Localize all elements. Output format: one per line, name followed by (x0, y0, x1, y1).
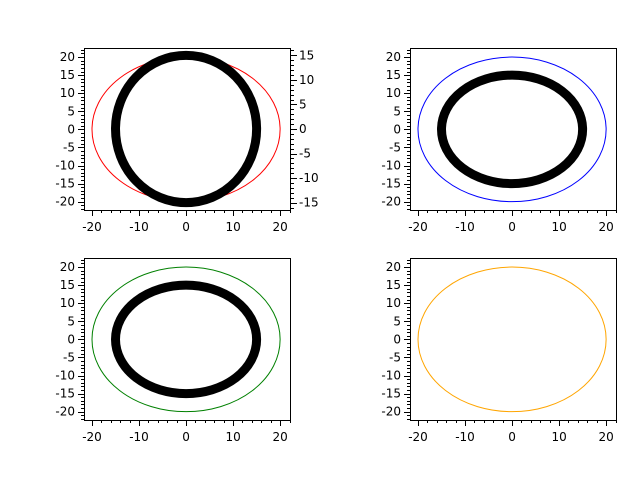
y-tick-label: 20 (60, 50, 75, 64)
y-tick-label: -15 (55, 177, 75, 191)
y-tick-label: 5 (393, 314, 401, 328)
x-tick-label: -10 (129, 220, 149, 234)
y-tick-label: 0 (67, 122, 75, 136)
series-circle-2 (111, 280, 262, 399)
y-tick-label: -5 (63, 350, 75, 364)
series-circle-1 (91, 56, 281, 203)
y-tick-label: 10 (60, 296, 75, 310)
y-tick-label: 15 (60, 278, 75, 292)
y2-tick-label: 5 (299, 97, 307, 111)
series-circle-1 (91, 266, 281, 413)
series-circle-2 (437, 70, 588, 189)
y-tick-label: 0 (393, 122, 401, 136)
y-tick-label: 0 (67, 332, 75, 346)
y2-tick-label: 0 (299, 122, 307, 136)
x-tick-label: 10 (551, 430, 566, 444)
y-tick-label: -15 (381, 177, 401, 191)
y-tick-label: -10 (381, 159, 401, 173)
x-tick-label: 0 (182, 220, 190, 234)
y2-tick-label: 10 (299, 73, 314, 87)
y-tick-label: -15 (381, 387, 401, 401)
y-tick-label: 10 (386, 86, 401, 100)
axes-box (410, 48, 617, 211)
x-tick-label: 0 (508, 430, 516, 444)
y2-tick-label: -15 (299, 196, 319, 210)
series-circle-1 (417, 266, 607, 413)
subplot-1: -20 -10 0 10 20 -20 -15 -10 -5 0 5 10 15 20 -15 -10 -5 0 5… (55, 48, 319, 234)
x-tick-label: 10 (225, 220, 240, 234)
x-tick-label: -10 (455, 430, 475, 444)
y-tick-label: -10 (381, 369, 401, 383)
y-tick-label: -10 (55, 159, 75, 173)
series-circle-2 (111, 50, 262, 208)
y-tick-label: -20 (381, 405, 401, 419)
x-tick-label: -10 (129, 430, 149, 444)
y-tick-label: 10 (386, 296, 401, 310)
y-tick-label: 5 (67, 314, 75, 328)
x-tick-label: 20 (272, 220, 287, 234)
y2-tick-label: -5 (299, 147, 311, 161)
x-tick-label: 0 (182, 430, 190, 444)
y-tick-label: 15 (386, 68, 401, 82)
y2-tick-label: -10 (299, 171, 319, 185)
x-tick-label: -20 (408, 430, 428, 444)
x-tick-label: 20 (272, 430, 287, 444)
x-tick-label: 20 (598, 220, 613, 234)
y-tick-label: 10 (60, 86, 75, 100)
y2-tick-label: 15 (299, 48, 314, 62)
axes-box (410, 258, 617, 421)
x-tick-label: 10 (551, 220, 566, 234)
y-tick-label: -15 (55, 387, 75, 401)
subplot-3: -20 -10 0 10 20 -20 -15 -10 -5 0 5 10 15 20 (55, 258, 291, 444)
y-tick-label: 5 (393, 104, 401, 118)
x-tick-label: 10 (225, 430, 240, 444)
y-tick-label: 20 (386, 50, 401, 64)
y-tick-label: -5 (63, 140, 75, 154)
y-tick-label: 15 (60, 68, 75, 82)
y-tick-label: -10 (55, 369, 75, 383)
axes-box (84, 258, 291, 421)
y-tick-label: 20 (386, 260, 401, 274)
y-tick-label: -20 (55, 195, 75, 209)
series-circle-1 (417, 56, 607, 203)
subplot-2: -20 -10 0 10 20 -20 -15 -10 -5 0 5 10 15 20 (381, 48, 617, 234)
x-tick-label: -10 (455, 220, 475, 234)
y-tick-label: 15 (386, 278, 401, 292)
y-tick-label: -20 (381, 195, 401, 209)
y-tick-label: -20 (55, 405, 75, 419)
x-tick-label: 0 (508, 220, 516, 234)
x-tick-label: -20 (408, 220, 428, 234)
axes-box (84, 48, 291, 211)
y-tick-label: -5 (389, 350, 401, 364)
x-tick-label: 20 (598, 430, 613, 444)
y-tick-label: 20 (60, 260, 75, 274)
y-tick-label: -5 (389, 140, 401, 154)
x-tick-label: -20 (82, 220, 102, 234)
x-tick-label: -20 (82, 430, 102, 444)
subplot-4: -20 -10 0 10 20 -20 -15 -10 -5 0 5 10 15 20 (381, 258, 617, 444)
y-tick-label: 0 (393, 332, 401, 346)
y-tick-label: 5 (67, 104, 75, 118)
